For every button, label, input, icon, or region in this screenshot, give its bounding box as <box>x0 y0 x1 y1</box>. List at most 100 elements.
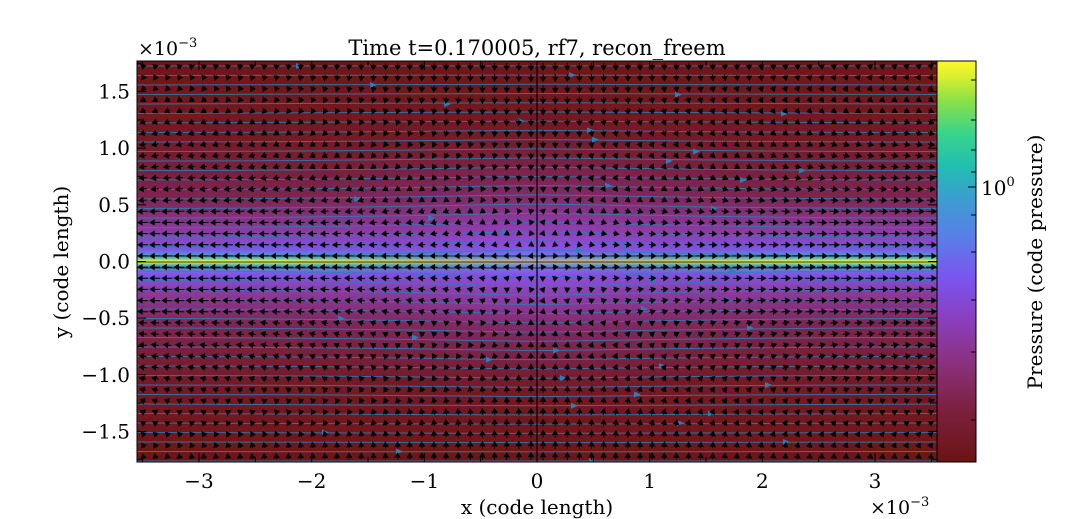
velocity-arrow <box>468 174 475 182</box>
velocity-arrow <box>830 364 838 371</box>
velocity-arrow <box>539 130 547 138</box>
velocity-arrow <box>137 286 149 293</box>
velocity-arrow <box>927 431 934 438</box>
velocity-arrow <box>504 207 511 215</box>
velocity-arrow <box>201 74 208 81</box>
velocity-arrow <box>406 331 414 338</box>
velocity-arrow <box>685 196 693 203</box>
velocity-arrow <box>733 308 742 315</box>
velocity-arrow <box>685 331 692 338</box>
velocity-arrow <box>273 118 280 125</box>
velocity-arrow <box>407 375 414 382</box>
velocity-arrow <box>599 174 606 182</box>
velocity-arrow <box>879 107 886 114</box>
velocity-arrow <box>149 208 161 215</box>
velocity-arrow <box>563 130 571 138</box>
streamline-arrow <box>747 325 754 331</box>
velocity-arrow <box>443 320 450 327</box>
velocity-arrow <box>234 297 245 304</box>
velocity-arrow <box>564 241 571 248</box>
velocity-arrow <box>174 341 184 349</box>
velocity-arrow <box>733 74 740 82</box>
velocity-arrow <box>600 429 607 438</box>
velocity-arrow <box>563 229 571 236</box>
velocity-arrow <box>395 397 402 404</box>
velocity-arrow <box>539 363 547 371</box>
velocity-arrow <box>660 452 668 460</box>
velocity-arrow <box>587 319 594 327</box>
velocity-arrow <box>612 396 619 404</box>
velocity-arrow <box>272 152 280 159</box>
velocity-arrow <box>697 308 705 316</box>
velocity-arrow <box>491 396 498 404</box>
velocity-arrow <box>817 208 828 215</box>
velocity-arrow <box>915 341 924 349</box>
velocity-arrow <box>321 342 328 349</box>
velocity-arrow <box>346 108 353 115</box>
y-tick-label: 1.0 <box>98 136 130 160</box>
velocity-arrow <box>286 419 293 427</box>
velocity-arrow <box>624 419 631 427</box>
velocity-arrow <box>370 364 377 371</box>
velocity-arrow <box>334 430 341 437</box>
velocity-arrow <box>551 319 558 326</box>
velocity-arrow <box>599 185 606 193</box>
velocity-arrow <box>854 74 861 81</box>
velocity-arrow <box>175 129 183 137</box>
velocity-arrow <box>780 274 792 282</box>
velocity-arrow <box>914 185 924 193</box>
velocity-arrow <box>866 431 873 438</box>
velocity-arrow <box>298 419 305 427</box>
velocity-arrow <box>867 409 874 416</box>
velocity-arrow <box>551 119 559 127</box>
velocity-arrow <box>915 353 924 360</box>
velocity-arrow <box>406 185 414 192</box>
velocity-arrow <box>370 419 377 426</box>
velocity-arrow <box>818 398 825 405</box>
velocity-arrow <box>745 452 753 460</box>
velocity-arrow <box>806 63 813 71</box>
velocity-arrow <box>527 363 535 371</box>
velocity-arrow <box>709 163 716 169</box>
velocity-arrow <box>539 286 546 294</box>
velocity-arrow <box>296 331 304 338</box>
velocity-arrow <box>260 185 268 193</box>
velocity-arrow <box>321 353 328 360</box>
velocity-arrow <box>769 398 777 405</box>
velocity-arrow <box>187 129 195 137</box>
velocity-arrow <box>551 451 559 461</box>
velocity-arrow <box>406 74 414 82</box>
velocity-arrow <box>418 419 426 427</box>
velocity-arrow <box>322 397 329 405</box>
velocity-arrow <box>369 207 377 215</box>
velocity-arrow <box>915 129 923 137</box>
velocity-arrow <box>225 441 232 449</box>
velocity-arrow <box>212 63 220 71</box>
velocity-arrow <box>270 286 281 293</box>
velocity-arrow <box>841 241 853 249</box>
velocity-arrow <box>588 418 595 427</box>
velocity-arrow <box>925 241 937 249</box>
velocity-arrow <box>407 119 414 126</box>
velocity-arrow <box>503 175 511 182</box>
velocity-arrow <box>697 85 704 93</box>
velocity-arrow <box>830 342 839 349</box>
velocity-arrow <box>358 386 365 393</box>
velocity-arrow <box>745 118 752 126</box>
velocity-arrow <box>164 420 171 427</box>
velocity-arrow <box>224 63 232 71</box>
velocity-arrow <box>891 107 898 114</box>
velocity-arrow <box>223 353 232 360</box>
velocity-arrow <box>527 407 535 416</box>
velocity-arrow <box>188 453 196 459</box>
velocity-arrow <box>685 207 693 215</box>
velocity-arrow <box>612 441 620 449</box>
velocity-arrow <box>260 174 268 181</box>
velocity-arrow <box>295 308 305 315</box>
velocity-arrow <box>576 275 583 282</box>
velocity-arrow <box>246 308 257 315</box>
velocity-arrow <box>794 152 802 159</box>
velocity-arrow <box>576 418 583 427</box>
velocity-arrow <box>381 286 390 293</box>
velocity-arrow <box>805 230 816 237</box>
